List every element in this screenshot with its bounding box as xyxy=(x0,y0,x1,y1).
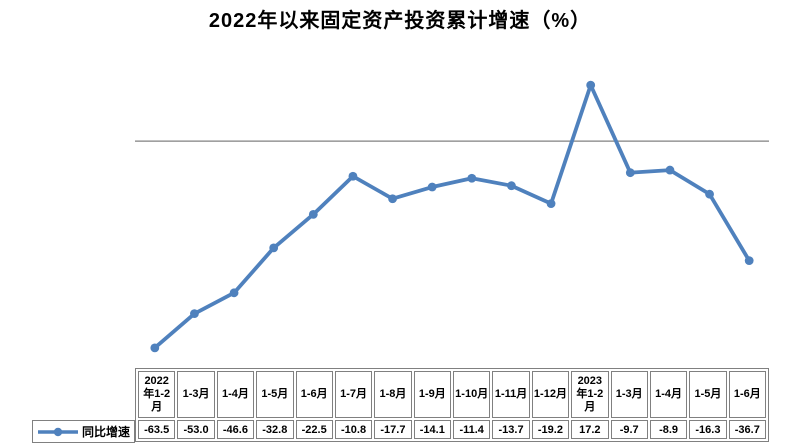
category-cell: 1-9月 xyxy=(413,371,451,418)
value-cell: -22.5 xyxy=(295,420,333,439)
value-cell: 17.2 xyxy=(571,420,609,439)
legend-line-marker-icon xyxy=(38,427,78,436)
category-cell: 1-5月 xyxy=(256,371,294,418)
category-cell: 1-4月 xyxy=(649,371,688,418)
data-point-marker xyxy=(348,171,358,181)
value-cell: -63.5 xyxy=(138,420,176,439)
category-cell: 1-5月 xyxy=(689,371,727,418)
data-point-marker xyxy=(705,189,714,199)
data-point-marker xyxy=(229,288,239,298)
value-cell: -8.9 xyxy=(649,420,688,439)
data-point-marker xyxy=(190,309,199,319)
data-point-marker xyxy=(625,168,635,178)
category-cell: 1-12月 xyxy=(531,371,570,418)
category-cell: 1-3月 xyxy=(177,371,215,418)
series-line xyxy=(152,83,752,350)
data-point-marker xyxy=(665,165,675,175)
value-cell: -36.7 xyxy=(728,420,766,439)
data-point-marker xyxy=(586,80,596,90)
data-point-marker xyxy=(546,199,556,209)
category-cell: 2023年1-2月 xyxy=(571,371,609,418)
value-cell: -19.2 xyxy=(531,420,570,439)
category-cell: 1-6月 xyxy=(728,371,766,418)
category-cell: 1-3月 xyxy=(610,371,648,418)
legend-cell: 同比增速 xyxy=(32,420,135,443)
category-cell: 1-7月 xyxy=(334,371,373,418)
data-point-marker xyxy=(744,256,754,265)
value-cell: -32.8 xyxy=(256,420,294,439)
category-cell: 1-6月 xyxy=(295,371,333,418)
value-cell: -53.0 xyxy=(177,420,215,439)
value-cell: -14.1 xyxy=(413,420,451,439)
data-table: 2022年1-2月 1-3月 1-4月 1-5月 1-6月 1-7月 1-8月 1-9月 1-1… xyxy=(135,368,769,442)
legend-series-label: 同比增速 xyxy=(82,425,131,439)
value-cell: -10.8 xyxy=(334,420,373,439)
data-point-marker xyxy=(150,343,160,353)
value-cell: -17.7 xyxy=(374,420,412,439)
legend-marker-dot-icon xyxy=(53,427,63,436)
data-point-marker xyxy=(308,209,318,219)
table-values-row: -63.5 -53.0 -46.6 -32.8 -22.5 -10.8 -17.7 -14.1… xyxy=(138,420,766,439)
value-cell: -9.7 xyxy=(610,420,648,439)
value-cell: -13.7 xyxy=(492,420,530,439)
data-point-marker xyxy=(427,182,437,192)
value-cell: -46.6 xyxy=(216,420,255,439)
category-cell: 1-11月 xyxy=(492,371,530,418)
value-cell: -16.3 xyxy=(689,420,727,439)
category-cell: 1-4月 xyxy=(216,371,255,418)
table-header-row: 2022年1-2月 1-3月 1-4月 1-5月 1-6月 1-7月 1-8月 1-9月 1-1… xyxy=(138,371,766,418)
data-point-marker xyxy=(388,194,397,204)
data-point-marker xyxy=(507,181,516,191)
value-cell: -11.4 xyxy=(453,420,491,439)
data-point-marker xyxy=(269,243,279,253)
chart-title: 2022年以来固定资产投资累计增速（%） xyxy=(208,10,592,32)
category-cell: 1-8月 xyxy=(374,371,412,418)
category-cell: 1-10月 xyxy=(453,371,491,418)
data-point-marker xyxy=(467,173,477,183)
category-cell: 2022年1-2月 xyxy=(138,371,176,418)
